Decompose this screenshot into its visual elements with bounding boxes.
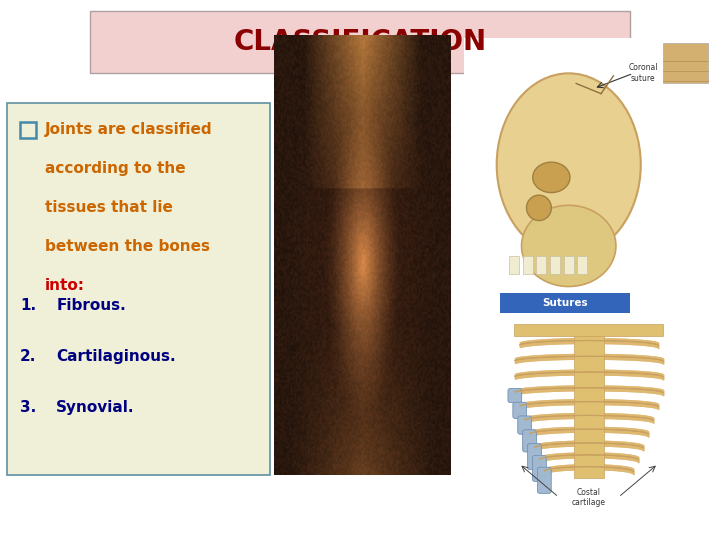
FancyBboxPatch shape bbox=[528, 444, 541, 470]
Bar bbox=[523, 256, 533, 274]
Ellipse shape bbox=[497, 73, 641, 256]
Bar bbox=[574, 332, 603, 477]
FancyBboxPatch shape bbox=[513, 402, 526, 418]
FancyBboxPatch shape bbox=[538, 467, 551, 494]
FancyBboxPatch shape bbox=[533, 455, 546, 482]
Ellipse shape bbox=[526, 195, 552, 220]
Text: Coronal
suture: Coronal suture bbox=[629, 63, 658, 83]
Text: 1.: 1. bbox=[20, 298, 36, 313]
FancyBboxPatch shape bbox=[538, 467, 551, 494]
Bar bbox=[564, 256, 574, 274]
Ellipse shape bbox=[521, 205, 616, 287]
Bar bbox=[509, 256, 519, 274]
Text: according to the: according to the bbox=[45, 161, 185, 176]
Text: Fibrous.: Fibrous. bbox=[56, 298, 126, 313]
Bar bbox=[536, 256, 546, 274]
Text: Costal
cartilage: Costal cartilage bbox=[572, 488, 606, 507]
Bar bbox=[20, 122, 36, 138]
FancyBboxPatch shape bbox=[533, 455, 546, 482]
Ellipse shape bbox=[533, 162, 570, 193]
Text: tissues that lie: tissues that lie bbox=[45, 200, 173, 215]
Text: 2.: 2. bbox=[20, 349, 37, 364]
Text: Sutures: Sutures bbox=[542, 298, 588, 308]
Bar bbox=[663, 43, 708, 84]
FancyBboxPatch shape bbox=[513, 402, 526, 418]
FancyBboxPatch shape bbox=[90, 11, 630, 73]
FancyBboxPatch shape bbox=[523, 430, 536, 452]
Text: 3.: 3. bbox=[20, 400, 37, 415]
FancyBboxPatch shape bbox=[518, 416, 531, 434]
FancyBboxPatch shape bbox=[508, 388, 522, 403]
Text: between the bones: between the bones bbox=[45, 239, 210, 254]
Text: Cartilaginous.: Cartilaginous. bbox=[56, 349, 176, 364]
Bar bbox=[550, 256, 560, 274]
Text: into:: into: bbox=[45, 278, 85, 293]
FancyBboxPatch shape bbox=[528, 444, 541, 470]
FancyBboxPatch shape bbox=[508, 388, 522, 403]
FancyBboxPatch shape bbox=[500, 293, 630, 313]
FancyBboxPatch shape bbox=[523, 430, 536, 452]
Bar bbox=[514, 324, 663, 335]
Text: CLASSIFICATION: CLASSIFICATION bbox=[233, 28, 487, 56]
Text: Synovial.: Synovial. bbox=[56, 400, 135, 415]
Bar bbox=[577, 256, 588, 274]
Text: Joints are classified: Joints are classified bbox=[45, 122, 212, 137]
FancyBboxPatch shape bbox=[464, 38, 713, 292]
FancyBboxPatch shape bbox=[518, 416, 531, 434]
FancyBboxPatch shape bbox=[7, 103, 270, 475]
